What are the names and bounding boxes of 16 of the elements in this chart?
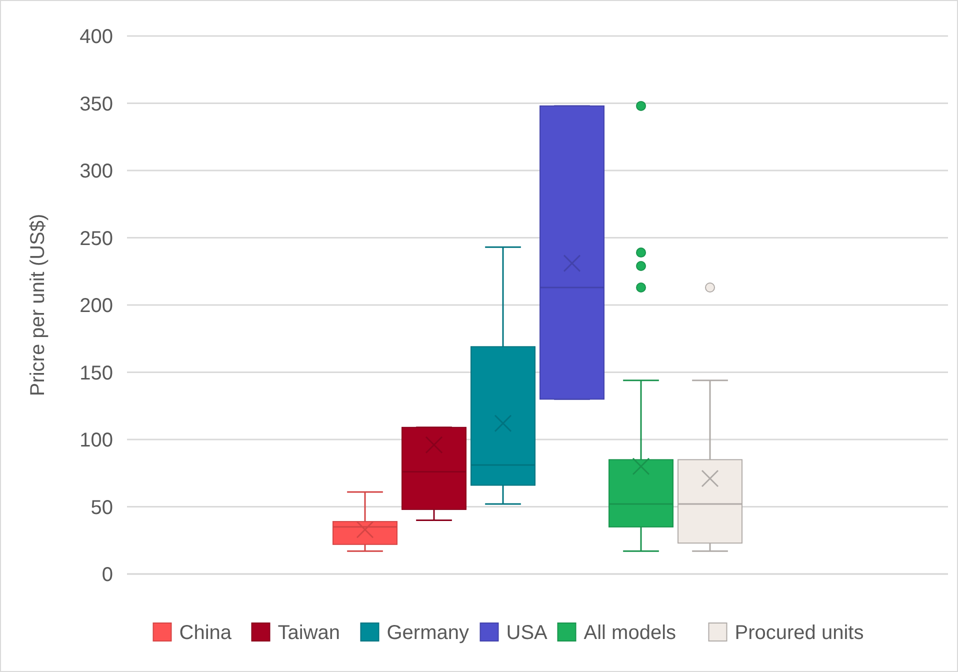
y-axis-title: Pricre per unit (US$)	[27, 214, 49, 396]
y-tick-label: 150	[80, 362, 113, 384]
legend-label: Procured units	[734, 622, 864, 644]
y-tick-label: 350	[80, 93, 113, 116]
y-tick-label: 300	[80, 160, 113, 182]
legend-label: China	[179, 622, 232, 644]
y-tick-label: 200	[80, 295, 113, 317]
legend-label: Germany	[386, 622, 469, 644]
y-tick-label: 100	[80, 430, 113, 452]
y-tick-label: 0	[102, 564, 113, 586]
y-tick-label: 400	[80, 26, 113, 48]
y-tick-label: 50	[90, 496, 113, 519]
legend-label: Taiwan	[278, 622, 340, 644]
legend-label: All models	[584, 622, 676, 644]
y-tick-label: 250	[80, 228, 113, 250]
legend-label: USA	[506, 622, 548, 644]
